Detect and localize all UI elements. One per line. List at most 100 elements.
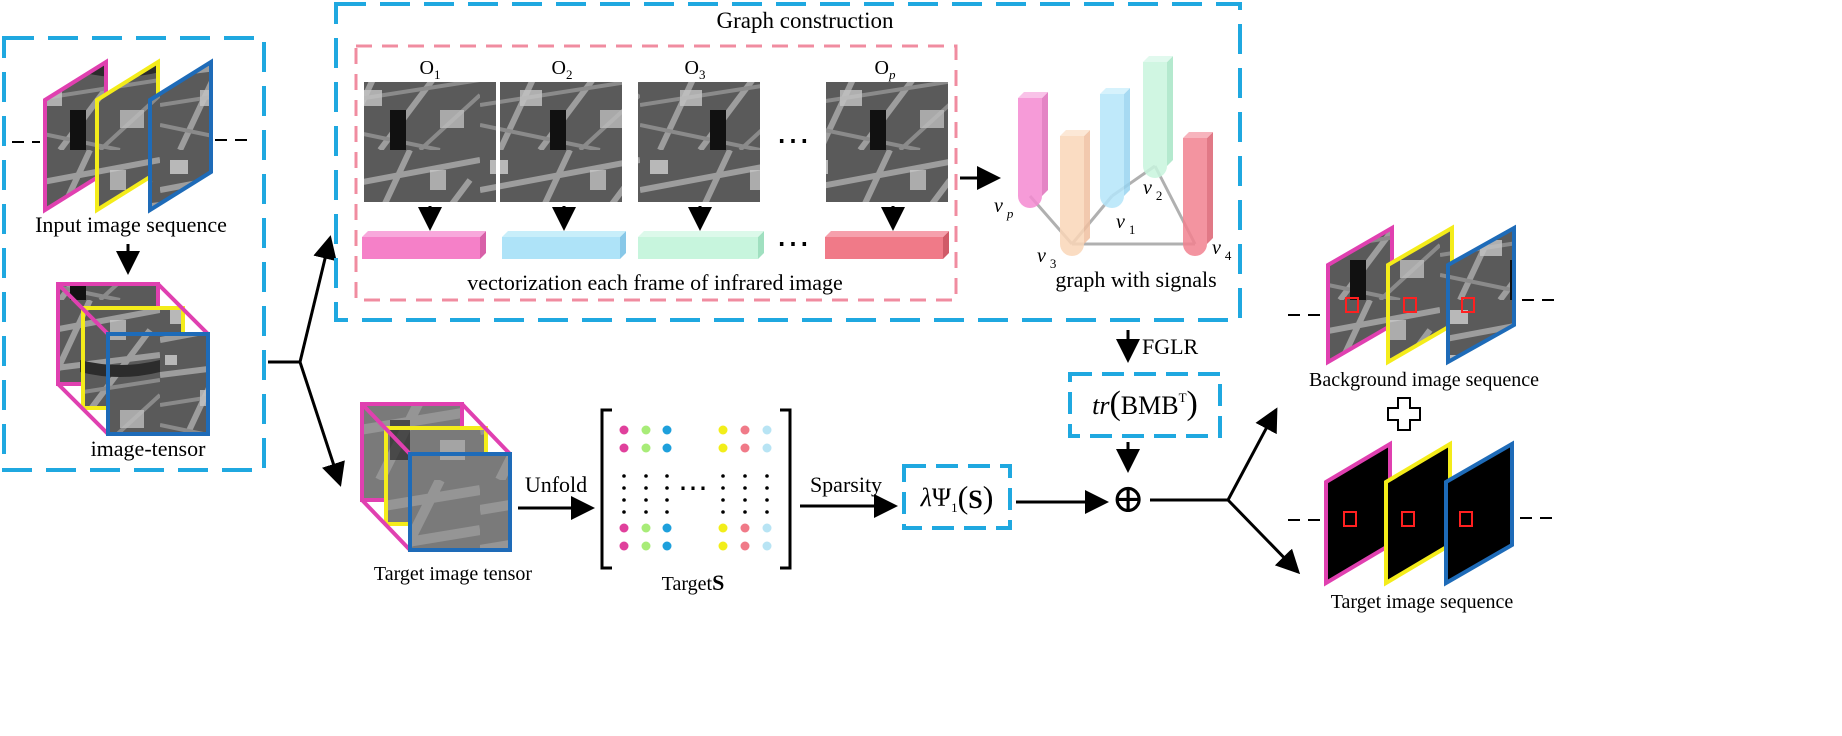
matrix-dot — [641, 541, 651, 551]
matrix-vdot — [721, 474, 725, 478]
matrix-vdot — [644, 474, 648, 478]
background-frame-yellow — [1386, 224, 1454, 366]
target-s-label: TargetS — [662, 570, 725, 595]
frame-label-o2: O2 — [552, 57, 573, 82]
matrix-vdot — [721, 510, 725, 514]
matrix-dot — [718, 523, 728, 533]
graph-with-signals-label: graph with signals — [1055, 267, 1216, 292]
matrix-dot — [740, 443, 750, 453]
frame-image-o3 — [638, 82, 760, 202]
unfold-label: Unfold — [525, 472, 587, 497]
matrix-dot — [718, 443, 728, 453]
input-sequence-label: Input image sequence — [35, 212, 227, 237]
matrix-dot — [718, 541, 728, 551]
target-tensor-cube — [360, 402, 512, 552]
arrow-to-target-tensor — [298, 361, 345, 487]
target-frame-yellow — [1384, 440, 1452, 587]
matrix-dot — [619, 523, 629, 533]
matrix-vdot — [765, 474, 769, 478]
matrix-dot — [641, 443, 651, 453]
matrix-vdot — [644, 486, 648, 490]
matrix-vdot — [622, 474, 626, 478]
matrix-dot — [740, 541, 750, 551]
vector-bar-o2 — [502, 231, 626, 259]
vectorization-label: vectorization each frame of infrared ima… — [467, 270, 843, 295]
input-frame-blue — [148, 58, 213, 214]
frame-label-o3: O3 — [685, 57, 706, 82]
matrix-dot — [740, 425, 750, 435]
matrix-vdot — [644, 498, 648, 502]
frame-label-o1: O1 — [420, 57, 441, 82]
frame-label-op: Op — [875, 57, 896, 82]
trace-term: tr(BMBT) — [1092, 385, 1198, 422]
matrix-dot — [762, 523, 772, 533]
matrix-vdot — [765, 486, 769, 490]
frame-image-op — [826, 82, 948, 202]
matrix-vdot — [765, 510, 769, 514]
vectors-ellipsis: ⋯ — [776, 226, 810, 263]
matrix-dot — [641, 523, 651, 533]
vector-bar-o1 — [362, 231, 486, 259]
arrow-to-target — [1226, 498, 1301, 575]
matrix-dot — [762, 425, 772, 435]
matrix-vdot — [721, 498, 725, 502]
arrow-to-background — [1226, 407, 1278, 501]
matrix-vdot — [765, 498, 769, 502]
vector-bar-o3 — [638, 231, 764, 259]
frame-image-o2 — [500, 82, 622, 202]
target-frame-magenta — [1324, 440, 1392, 587]
fglr-label: FGLR — [1142, 334, 1199, 359]
graph-signal-v3 — [1060, 130, 1090, 256]
matrix-dot — [619, 425, 629, 435]
matrix-vdot — [665, 510, 669, 514]
target-sequence-label: Target image sequence — [1331, 591, 1514, 613]
matrix-dot — [762, 443, 772, 453]
matrix-vdot — [665, 498, 669, 502]
sparsity-label: Sparsity — [810, 472, 882, 497]
matrix-vdot — [721, 486, 725, 490]
sum-operator: ⊕ — [1111, 476, 1145, 521]
matrix-s-dots — [619, 425, 772, 551]
background-sequence-label: Background image sequence — [1309, 369, 1539, 391]
vectorization-dashed-box — [354, 44, 958, 302]
matrix-dot — [662, 425, 672, 435]
vector-bar-op — [825, 231, 949, 259]
matrix-vdot — [622, 510, 626, 514]
matrix-dot — [718, 425, 728, 435]
matrix-vdot — [743, 486, 747, 490]
graph-construction-dashed-box — [334, 2, 1242, 322]
matrix-dot — [619, 443, 629, 453]
graph-construction-title: Graph construction — [717, 8, 894, 33]
matrix-vdot — [665, 486, 669, 490]
background-frame-magenta — [1326, 224, 1394, 366]
matrix-vdot — [743, 498, 747, 502]
graph-signal-vp — [1018, 92, 1048, 208]
matrix-vdot — [743, 474, 747, 478]
matrix-vdot — [622, 498, 626, 502]
graph-signal-v4 — [1183, 132, 1213, 256]
background-frame-blue — [1446, 224, 1516, 366]
frames-ellipsis: ⋯ — [776, 123, 810, 160]
matrix-vdot — [665, 474, 669, 478]
image-tensor-cube — [56, 282, 210, 436]
sparsity-term: λΨ1(S) — [920, 479, 994, 515]
frame-image-o1 — [364, 82, 496, 202]
image-tensor-label: image-tensor — [91, 436, 207, 461]
matrix-dot — [662, 541, 672, 551]
input-panel-dashed-box — [2, 36, 266, 472]
matrix-dot — [619, 541, 629, 551]
matrix-ellipsis: ⋯ — [678, 472, 708, 505]
matrix-vdot — [743, 510, 747, 514]
matrix-dot — [762, 541, 772, 551]
matrix-dot — [662, 443, 672, 453]
matrix-dot — [641, 425, 651, 435]
matrix-vdot — [644, 510, 648, 514]
matrix-s-brackets — [600, 408, 792, 570]
matrix-dot — [662, 523, 672, 533]
plus-icon — [1387, 397, 1421, 431]
graph-signal-v1 — [1100, 88, 1130, 208]
